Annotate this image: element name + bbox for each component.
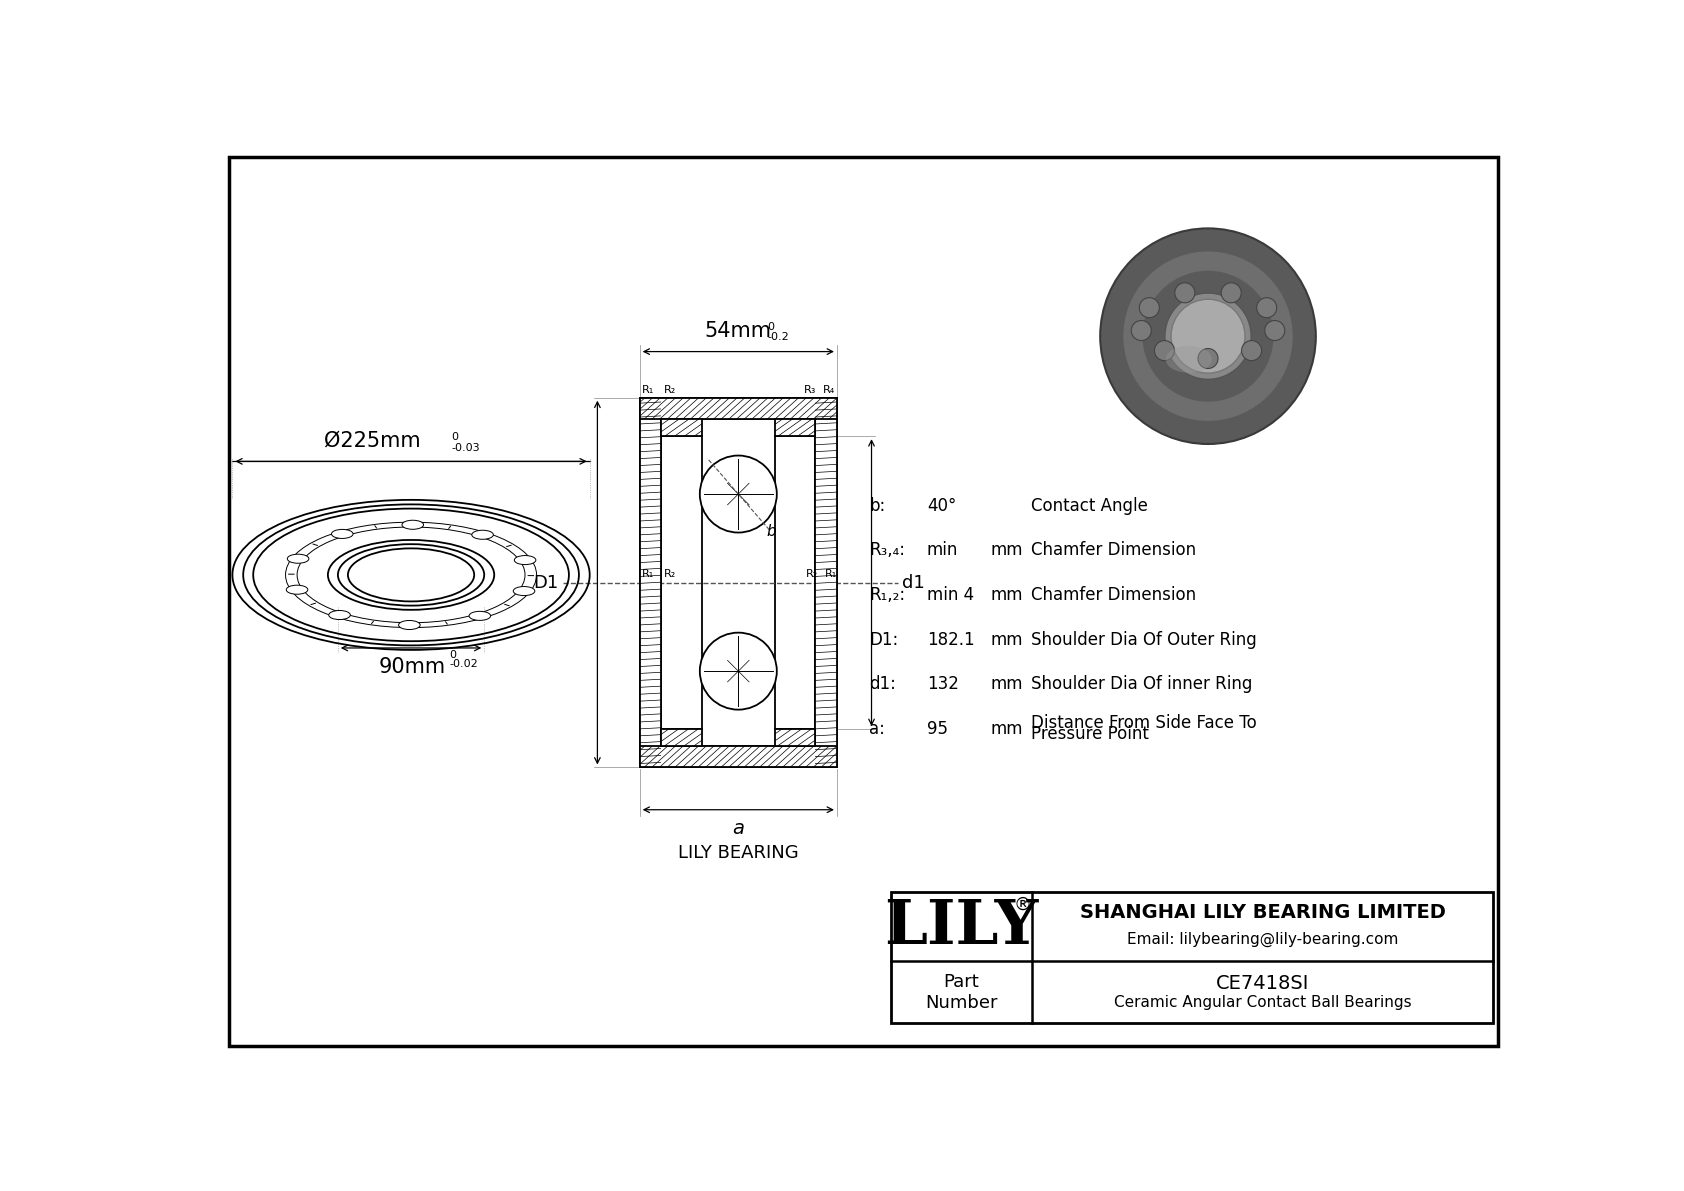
Polygon shape xyxy=(815,398,837,767)
Ellipse shape xyxy=(332,529,354,538)
Ellipse shape xyxy=(328,611,350,619)
Text: -0.2: -0.2 xyxy=(768,332,790,342)
Circle shape xyxy=(1175,282,1196,303)
Text: Part
Number: Part Number xyxy=(926,973,999,1011)
Polygon shape xyxy=(640,398,837,419)
Text: mm: mm xyxy=(990,586,1024,604)
Text: -0.02: -0.02 xyxy=(450,659,478,668)
Text: Shoulder Dia Of Outer Ring: Shoulder Dia Of Outer Ring xyxy=(1031,630,1256,649)
Text: 182.1: 182.1 xyxy=(926,630,975,649)
Polygon shape xyxy=(775,729,815,746)
Text: ®: ® xyxy=(1014,896,1032,915)
Text: 0: 0 xyxy=(768,322,775,331)
Polygon shape xyxy=(640,398,662,767)
Text: Ceramic Angular Contact Ball Bearings: Ceramic Angular Contact Ball Bearings xyxy=(1113,994,1411,1010)
Polygon shape xyxy=(662,419,702,436)
Circle shape xyxy=(1165,293,1251,379)
Text: CE7418SI: CE7418SI xyxy=(1216,974,1310,993)
Circle shape xyxy=(1265,320,1285,341)
Circle shape xyxy=(1140,298,1159,318)
Text: a:: a: xyxy=(869,719,886,738)
Text: LILY: LILY xyxy=(884,897,1039,956)
Ellipse shape xyxy=(472,530,493,540)
Text: min 4: min 4 xyxy=(926,586,973,604)
Text: d1:: d1: xyxy=(869,675,896,693)
Text: Shoulder Dia Of inner Ring: Shoulder Dia Of inner Ring xyxy=(1031,675,1253,693)
Text: R₃: R₃ xyxy=(803,386,817,395)
Text: 0: 0 xyxy=(450,649,456,660)
Text: mm: mm xyxy=(990,675,1024,693)
Text: min: min xyxy=(926,541,958,560)
Circle shape xyxy=(1197,349,1218,368)
Text: LILY BEARING: LILY BEARING xyxy=(679,844,798,862)
Ellipse shape xyxy=(399,621,419,630)
Ellipse shape xyxy=(1165,345,1212,373)
Text: 90mm: 90mm xyxy=(379,657,446,678)
Ellipse shape xyxy=(286,585,308,594)
Text: 54mm: 54mm xyxy=(706,320,771,341)
Text: R₄: R₄ xyxy=(823,386,835,395)
Ellipse shape xyxy=(514,555,536,565)
Text: Distance From Side Face To: Distance From Side Face To xyxy=(1031,715,1256,732)
Text: D1: D1 xyxy=(534,574,559,592)
Text: R₁: R₁ xyxy=(642,386,655,395)
Text: b:: b: xyxy=(869,497,886,515)
Text: Ø225mm: Ø225mm xyxy=(325,431,421,450)
Ellipse shape xyxy=(402,520,424,529)
Polygon shape xyxy=(662,729,702,746)
Circle shape xyxy=(701,632,776,710)
Text: 0: 0 xyxy=(451,432,458,442)
Polygon shape xyxy=(640,746,837,767)
Text: Chamfer Dimension: Chamfer Dimension xyxy=(1031,586,1196,604)
Circle shape xyxy=(1123,251,1293,420)
Ellipse shape xyxy=(514,586,536,596)
Circle shape xyxy=(701,455,776,532)
Circle shape xyxy=(1155,341,1174,361)
Text: d1: d1 xyxy=(903,574,925,592)
Ellipse shape xyxy=(288,554,308,563)
Text: 40°: 40° xyxy=(926,497,957,515)
Text: 95: 95 xyxy=(926,719,948,738)
Circle shape xyxy=(1241,341,1261,361)
Circle shape xyxy=(1221,282,1241,303)
Circle shape xyxy=(1132,320,1152,341)
Circle shape xyxy=(1256,298,1276,318)
Polygon shape xyxy=(775,419,815,436)
Text: mm: mm xyxy=(990,541,1024,560)
Text: Contact Angle: Contact Angle xyxy=(1031,497,1148,515)
Text: Pressure Point: Pressure Point xyxy=(1031,725,1148,743)
Text: R₁: R₁ xyxy=(825,569,837,579)
Circle shape xyxy=(1170,299,1244,373)
Text: mm: mm xyxy=(990,719,1024,738)
Text: Email: lilybearing@lily-bearing.com: Email: lilybearing@lily-bearing.com xyxy=(1127,931,1398,947)
Text: R₂: R₂ xyxy=(807,569,818,579)
Text: R₁,₂:: R₁,₂: xyxy=(869,586,906,604)
Circle shape xyxy=(1142,270,1273,401)
Text: -0.03: -0.03 xyxy=(451,443,480,453)
Text: R₂: R₂ xyxy=(663,569,675,579)
Text: Chamfer Dimension: Chamfer Dimension xyxy=(1031,541,1196,560)
Text: 132: 132 xyxy=(926,675,958,693)
Bar xyxy=(891,892,1494,1023)
Circle shape xyxy=(1100,229,1315,444)
Text: a: a xyxy=(733,819,744,838)
Text: D1:: D1: xyxy=(869,630,899,649)
Ellipse shape xyxy=(470,611,490,621)
Text: SHANGHAI LILY BEARING LIMITED: SHANGHAI LILY BEARING LIMITED xyxy=(1079,904,1445,922)
Text: b: b xyxy=(766,524,776,538)
Text: mm: mm xyxy=(990,630,1024,649)
Text: R₂: R₂ xyxy=(663,386,675,395)
Text: R₁: R₁ xyxy=(642,569,655,579)
Text: R₃,₄:: R₃,₄: xyxy=(869,541,906,560)
